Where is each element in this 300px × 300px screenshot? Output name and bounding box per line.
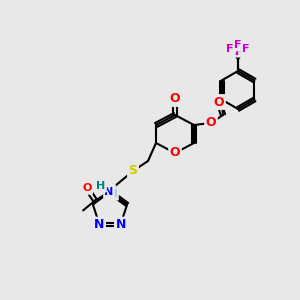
Text: H: H <box>97 182 106 191</box>
Text: O: O <box>82 183 92 194</box>
Text: O: O <box>170 92 180 106</box>
Text: N: N <box>94 218 105 231</box>
Text: O: O <box>170 146 180 160</box>
Text: N: N <box>104 188 114 197</box>
Text: F: F <box>226 44 234 54</box>
Text: N: N <box>116 218 126 231</box>
Text: O: O <box>214 95 224 109</box>
Text: F: F <box>226 44 234 54</box>
Text: N: N <box>94 218 105 231</box>
Text: S: S <box>128 164 137 178</box>
Text: F: F <box>242 44 250 54</box>
Text: O: O <box>170 146 180 160</box>
Text: CF₃: CF₃ <box>228 47 248 57</box>
Text: O: O <box>206 116 216 130</box>
Text: H: H <box>97 182 106 191</box>
Text: S: S <box>106 185 115 199</box>
Text: O: O <box>82 183 92 194</box>
Text: O: O <box>206 116 216 130</box>
Text: S: S <box>128 164 137 178</box>
Text: F: F <box>242 44 250 54</box>
Text: F: F <box>234 40 242 50</box>
Text: O: O <box>214 95 224 109</box>
Text: N: N <box>116 218 126 231</box>
Text: S: S <box>106 185 115 199</box>
Text: F: F <box>234 40 242 50</box>
Text: H: H <box>109 189 118 200</box>
Text: O: O <box>170 92 180 106</box>
Text: N: N <box>104 188 114 197</box>
